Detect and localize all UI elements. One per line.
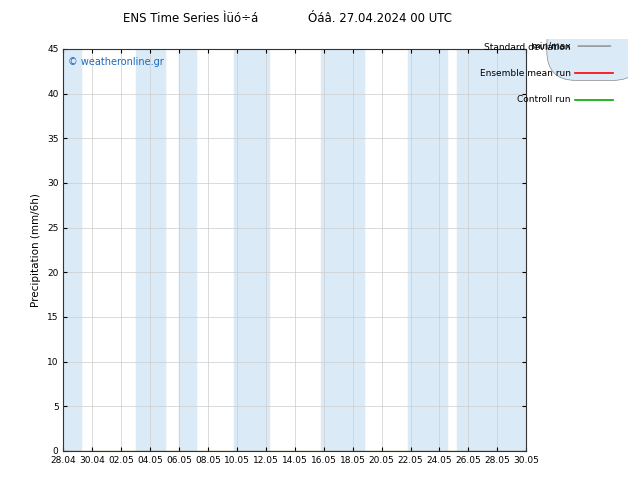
- Text: min/max: min/max: [531, 42, 571, 50]
- Bar: [408, 49, 447, 451]
- Text: Standard deviation: Standard deviation: [484, 43, 571, 52]
- Bar: [63, 49, 81, 451]
- Text: Ensemble mean run: Ensemble mean run: [479, 69, 571, 78]
- FancyBboxPatch shape: [547, 15, 634, 80]
- Text: © weatheronline.gr: © weatheronline.gr: [68, 57, 164, 67]
- Bar: [179, 49, 197, 451]
- Text: Controll run: Controll run: [517, 96, 571, 104]
- Y-axis label: Precipitation (mm/6h): Precipitation (mm/6h): [32, 193, 41, 307]
- Text: Óáâ. 27.04.2024 00 UTC: Óáâ. 27.04.2024 00 UTC: [308, 12, 453, 25]
- Text: ENS Time Series Ìüó÷á: ENS Time Series Ìüó÷á: [122, 12, 258, 25]
- Bar: [321, 49, 365, 451]
- Bar: [234, 49, 269, 451]
- Bar: [456, 49, 526, 451]
- Bar: [136, 49, 165, 451]
